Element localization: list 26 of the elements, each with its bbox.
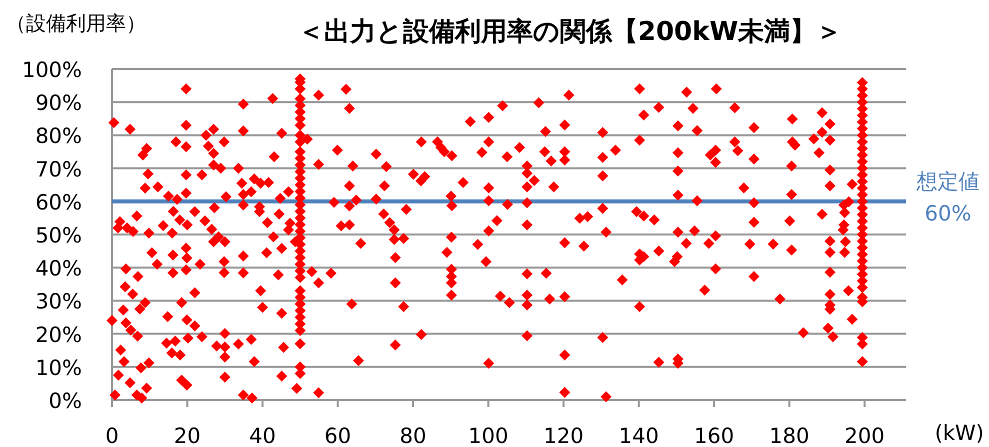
y-tick-label: 50% bbox=[35, 224, 82, 248]
x-tick-label: 80 bbox=[400, 424, 426, 447]
chart-title: ＜出力と設備利用率の関係【200kW未満】＞ bbox=[298, 17, 842, 47]
y-tick-label: 40% bbox=[35, 256, 82, 281]
x-tick-label: 100 bbox=[468, 424, 508, 447]
x-axis-title: (kW) bbox=[934, 421, 984, 445]
x-tick-label: 200 bbox=[844, 424, 885, 447]
y-tick-label: 70% bbox=[35, 157, 82, 182]
y-axis-title: （設備利用率） bbox=[6, 11, 146, 35]
x-tick-label: 180 bbox=[769, 424, 810, 447]
ref-line-label: 想定値 60% bbox=[916, 169, 980, 226]
x-tick-label: 60 bbox=[324, 424, 352, 447]
x-tick-label: 140 bbox=[618, 424, 659, 447]
y-tick-label: 100% bbox=[22, 58, 82, 82]
x-tick-label: 120 bbox=[544, 424, 584, 447]
y-tick-label: 20% bbox=[35, 322, 82, 347]
y-tick-label: 60% bbox=[35, 190, 82, 214]
y-tick-label: 10% bbox=[35, 356, 82, 380]
x-tick-label: 20 bbox=[174, 424, 201, 447]
x-tick-label: 0 bbox=[105, 424, 119, 447]
y-tick-label: 0% bbox=[48, 389, 82, 413]
y-tick-label: 80% bbox=[35, 124, 82, 148]
y-tick-label: 30% bbox=[35, 290, 82, 314]
y-tick-label: 90% bbox=[35, 91, 82, 116]
x-tick-label: 160 bbox=[694, 424, 734, 447]
x-tick-label: 40 bbox=[249, 424, 276, 447]
